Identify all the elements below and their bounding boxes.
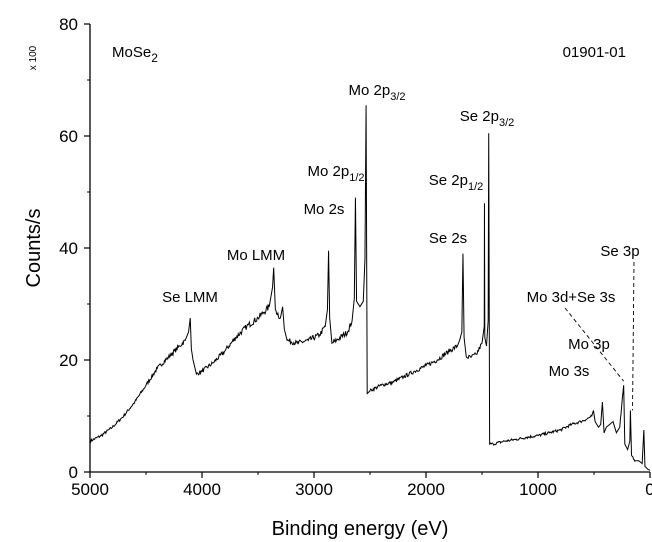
peak-label-se-2p3-2: Se 2p3/2 bbox=[460, 108, 515, 129]
x-tick-label: 1000 bbox=[519, 480, 557, 499]
peak-label-se-2p1-2: Se 2p1/2 bbox=[429, 172, 484, 193]
peak-label-mo-2p1-2: Mo 2p1/2 bbox=[308, 163, 365, 184]
peak-label-se-3p: Se 3p bbox=[600, 243, 639, 260]
x-axis-label: Binding energy (eV) bbox=[272, 518, 449, 540]
peak-annotations: MoSe2 01901-01 Se LMM Mo LMM Mo 2s Mo 2p1/2 Mo… bbox=[112, 44, 640, 411]
peak-label-mo-3d-se-3s: Mo 3d+Se 3s bbox=[527, 289, 616, 306]
peak-label-se-2s: Se 2s bbox=[429, 230, 467, 247]
y-axis-label: Counts/s bbox=[23, 209, 45, 288]
chart-title: MoSe2 bbox=[112, 44, 158, 65]
axes: 5000 4000 3000 2000 1000 0 0 20 40 60 80 Binding en… bbox=[23, 15, 652, 540]
x-tick-label: 0 bbox=[645, 480, 652, 499]
x-tick-label: 2000 bbox=[407, 480, 445, 499]
peak-label-mo-lmm: Mo LMM bbox=[227, 247, 285, 264]
leader-line-mo-3d-se-3s bbox=[564, 307, 625, 382]
y-tick-label: 80 bbox=[59, 15, 78, 34]
y-tick-label: 60 bbox=[59, 127, 78, 146]
peak-label-mo-2p3-2: Mo 2p3/2 bbox=[349, 82, 406, 103]
spectrum-line bbox=[89, 105, 651, 471]
peak-label-mo-3p: Mo 3p bbox=[568, 336, 610, 353]
sample-id-label: 01901-01 bbox=[563, 44, 626, 61]
y-tick-label: 20 bbox=[59, 351, 78, 370]
leader-line-se-3p bbox=[632, 261, 635, 411]
y-tick-label: 0 bbox=[69, 463, 78, 482]
x-tick-label: 4000 bbox=[183, 480, 221, 499]
x-tick-label: 5000 bbox=[71, 480, 109, 499]
x-tick-label: 3000 bbox=[295, 480, 333, 499]
peak-label-se-lmm: Se LMM bbox=[162, 289, 218, 306]
plot-area bbox=[89, 105, 651, 471]
peak-label-mo-2s: Mo 2s bbox=[304, 201, 345, 218]
peak-label-mo-3s: Mo 3s bbox=[549, 363, 590, 380]
y-multiplier-label: x 100 bbox=[28, 45, 39, 70]
y-tick-label: 40 bbox=[59, 239, 78, 258]
